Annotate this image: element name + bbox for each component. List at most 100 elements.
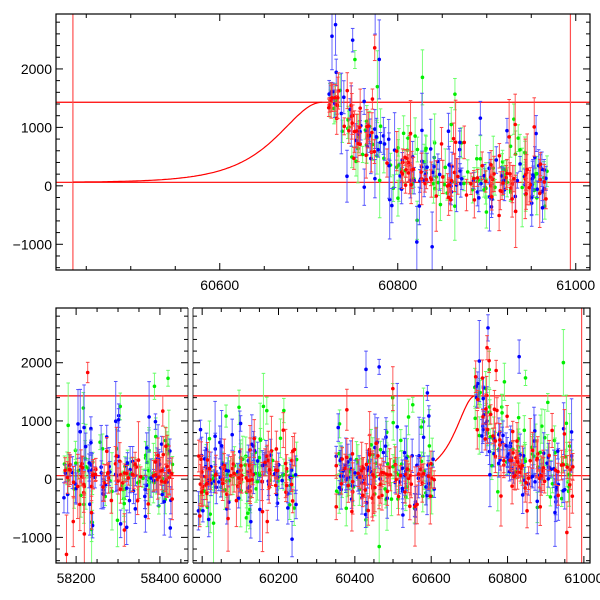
data-point-r-band (198, 464, 203, 505)
data-marker (382, 156, 386, 161)
data-point-b-band (535, 180, 540, 198)
data-marker (130, 472, 135, 477)
data-marker (401, 131, 406, 136)
data-marker (384, 435, 388, 439)
data-marker (344, 455, 349, 460)
data-marker (350, 38, 355, 42)
data-marker (199, 457, 203, 462)
data-point-r-band (196, 439, 201, 473)
data-marker (502, 380, 507, 384)
data-marker (286, 506, 290, 510)
data-marker (206, 517, 211, 522)
data-point-r-band (267, 451, 272, 489)
data-point-b-band (378, 131, 383, 153)
data-marker (138, 474, 143, 479)
data-point-r-band (205, 441, 210, 478)
data-marker (211, 521, 216, 525)
data-point-r-band (269, 415, 274, 487)
data-point-r-band (403, 480, 407, 504)
data-marker (101, 492, 106, 497)
data-point-r-band (290, 488, 295, 514)
data-marker (78, 429, 83, 434)
data-marker (357, 125, 362, 130)
data-point-r-band (65, 461, 70, 494)
data-point-b-band (162, 467, 167, 536)
data-point-b-band (350, 27, 355, 53)
data-point-r-band (385, 148, 389, 178)
data-marker (428, 494, 433, 498)
data-marker (255, 479, 260, 484)
data-marker (366, 508, 371, 513)
data-marker (406, 415, 411, 419)
data-point-b-band (290, 520, 294, 558)
data-marker (258, 438, 263, 443)
data-point-r-band (106, 464, 110, 482)
data-point-r-band (364, 443, 369, 486)
data-point-r-band (505, 158, 509, 188)
data-point-r-band (220, 465, 225, 501)
data-point-g-band (81, 392, 86, 424)
data-marker (451, 136, 456, 141)
x-tick-label: 60800 (378, 277, 417, 293)
data-point-r-band (421, 463, 426, 484)
data-marker (152, 384, 157, 389)
data-marker (124, 525, 129, 530)
data-point-b-band (540, 151, 544, 187)
data-marker (399, 438, 403, 443)
data-marker (267, 468, 272, 472)
data-marker (404, 167, 408, 172)
data-point-r-band (226, 485, 230, 552)
data-marker (438, 202, 443, 207)
data-marker (537, 191, 542, 196)
data-marker (157, 475, 161, 479)
data-point-b-band (83, 432, 88, 461)
data-marker (223, 488, 227, 492)
data-marker (80, 461, 84, 466)
data-marker (458, 140, 462, 145)
data-marker (88, 502, 92, 507)
data-point-b-band (144, 432, 149, 464)
data-point-g-band (399, 429, 403, 452)
data-marker (427, 444, 432, 448)
data-marker (394, 149, 399, 153)
data-point-b-band (400, 459, 405, 478)
data-point-b-band (390, 187, 394, 224)
y-tick-label: −1000 (13, 236, 53, 252)
data-marker (208, 512, 213, 516)
data-marker (283, 461, 288, 466)
data-marker (447, 163, 451, 167)
data-marker (364, 367, 368, 372)
data-point-b-band (531, 158, 535, 192)
data-marker (327, 92, 331, 96)
data-point-b-band (436, 153, 440, 170)
data-point-r-band (89, 495, 94, 530)
data-point-r-band (451, 122, 456, 155)
data-point-b-band (206, 501, 211, 538)
data-marker (374, 441, 378, 446)
data-point-r-band (214, 454, 218, 494)
data-marker (122, 471, 127, 475)
data-marker (352, 129, 357, 134)
data-marker (380, 470, 384, 475)
data-marker (391, 386, 395, 391)
data-point-r-band (156, 437, 160, 474)
data-marker (217, 480, 221, 484)
data-marker (527, 185, 532, 190)
data-point-r-band (363, 476, 368, 504)
data-point-r-band (409, 470, 414, 499)
data-point-r-band (406, 163, 411, 182)
data-point-g-band (410, 396, 415, 413)
data-point-g-band (520, 147, 525, 228)
data-point-r-band (237, 468, 241, 488)
data-marker (122, 501, 127, 506)
data-marker (364, 153, 368, 158)
data-marker (75, 484, 80, 489)
data-point-r-band (330, 83, 334, 112)
data-marker (347, 128, 351, 133)
data-marker (497, 213, 501, 218)
data-marker (167, 468, 171, 473)
data-point-r-band (133, 451, 137, 477)
data-marker (153, 419, 158, 424)
data-point-r-band (398, 465, 403, 486)
